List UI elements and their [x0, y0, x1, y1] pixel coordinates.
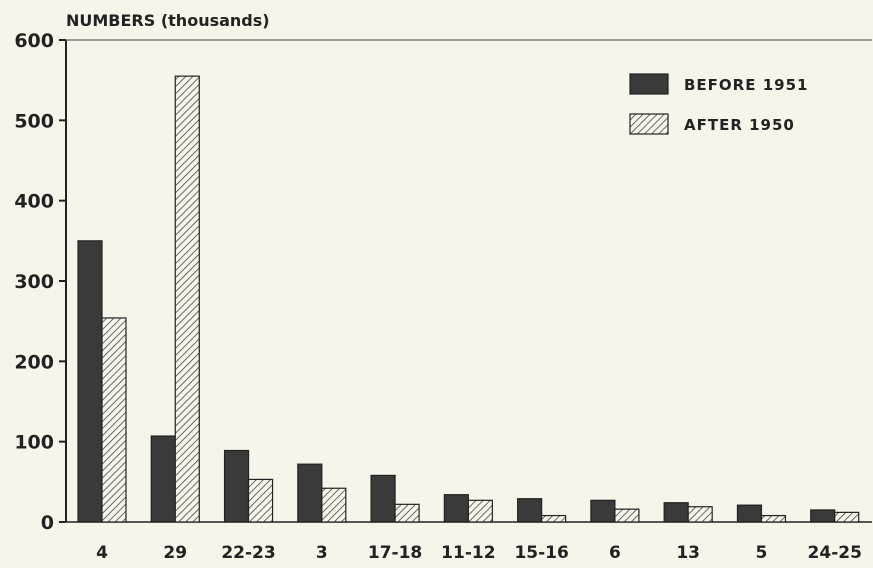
legend: BEFORE 1951 AFTER 1950	[629, 73, 808, 135]
x-category-label: 29	[163, 543, 187, 563]
x-category-label: 3	[316, 543, 328, 563]
bar-after-1950-6	[614, 508, 640, 523]
x-category-label: 6	[609, 543, 621, 563]
bar-after-1950-11-12	[467, 499, 493, 523]
bar-before-1951-3	[297, 463, 323, 523]
y-tick-label: 0	[41, 512, 54, 534]
x-category-label: 11-12	[441, 543, 495, 563]
bar-after-1950-3	[321, 487, 347, 523]
y-tick-label: 100	[14, 432, 54, 454]
x-category-label: 5	[756, 543, 768, 563]
bar-before-1951-6	[590, 499, 616, 523]
legend-label-after-1950: AFTER 1950	[684, 116, 795, 134]
bar-before-1951-11-12	[443, 494, 469, 523]
x-category-label: 22-23	[221, 543, 275, 563]
bar-after-1950-24-25	[834, 511, 860, 523]
x-category-label: 17-18	[368, 543, 422, 563]
x-category-label: 15-16	[514, 543, 568, 563]
y-tick-label: 200	[14, 351, 54, 373]
bar-after-1950-13	[687, 506, 713, 523]
x-labels: 4 29 22-23 3 17-18 11-12 15-16 6 13 5 24-25	[96, 543, 862, 563]
legend-swatch-before-1951	[629, 73, 669, 95]
x-category-label: 4	[96, 543, 108, 563]
bar-after-1950-4	[101, 317, 127, 523]
bar-before-1951-4	[77, 240, 103, 523]
bar-before-1951-17-18	[370, 474, 396, 523]
bars	[77, 75, 860, 523]
y-tick-label: 500	[14, 110, 54, 132]
bar-after-1950-29	[174, 75, 200, 523]
x-category-label: 13	[676, 543, 700, 563]
y-tick-label: 400	[14, 191, 54, 213]
x-category-label: 24-25	[808, 543, 862, 563]
legend-swatch-after-1950	[629, 113, 669, 135]
y-tick-label: 600	[14, 30, 54, 52]
bar-before-1951-5	[736, 504, 763, 523]
bar-after-1950-15-16	[541, 514, 567, 523]
bar-before-1951-15-16	[517, 498, 543, 523]
bar-after-1950-22-23	[247, 478, 274, 523]
legend-label-before-1951: BEFORE 1951	[684, 76, 808, 94]
bar-before-1951-13	[663, 502, 689, 523]
bar-after-1950-17-18	[394, 503, 420, 523]
y-tick-label: 300	[14, 271, 54, 293]
bar-before-1951-24-25	[810, 509, 836, 523]
y-axis-label: NUMBERS (thousands)	[66, 11, 270, 30]
bar-after-1950-5	[760, 514, 787, 523]
bar-before-1951-29	[150, 435, 176, 523]
bar-before-1951-22-23	[223, 449, 250, 523]
y-ticks: 0 100 200 300 400 500 600	[14, 30, 66, 534]
